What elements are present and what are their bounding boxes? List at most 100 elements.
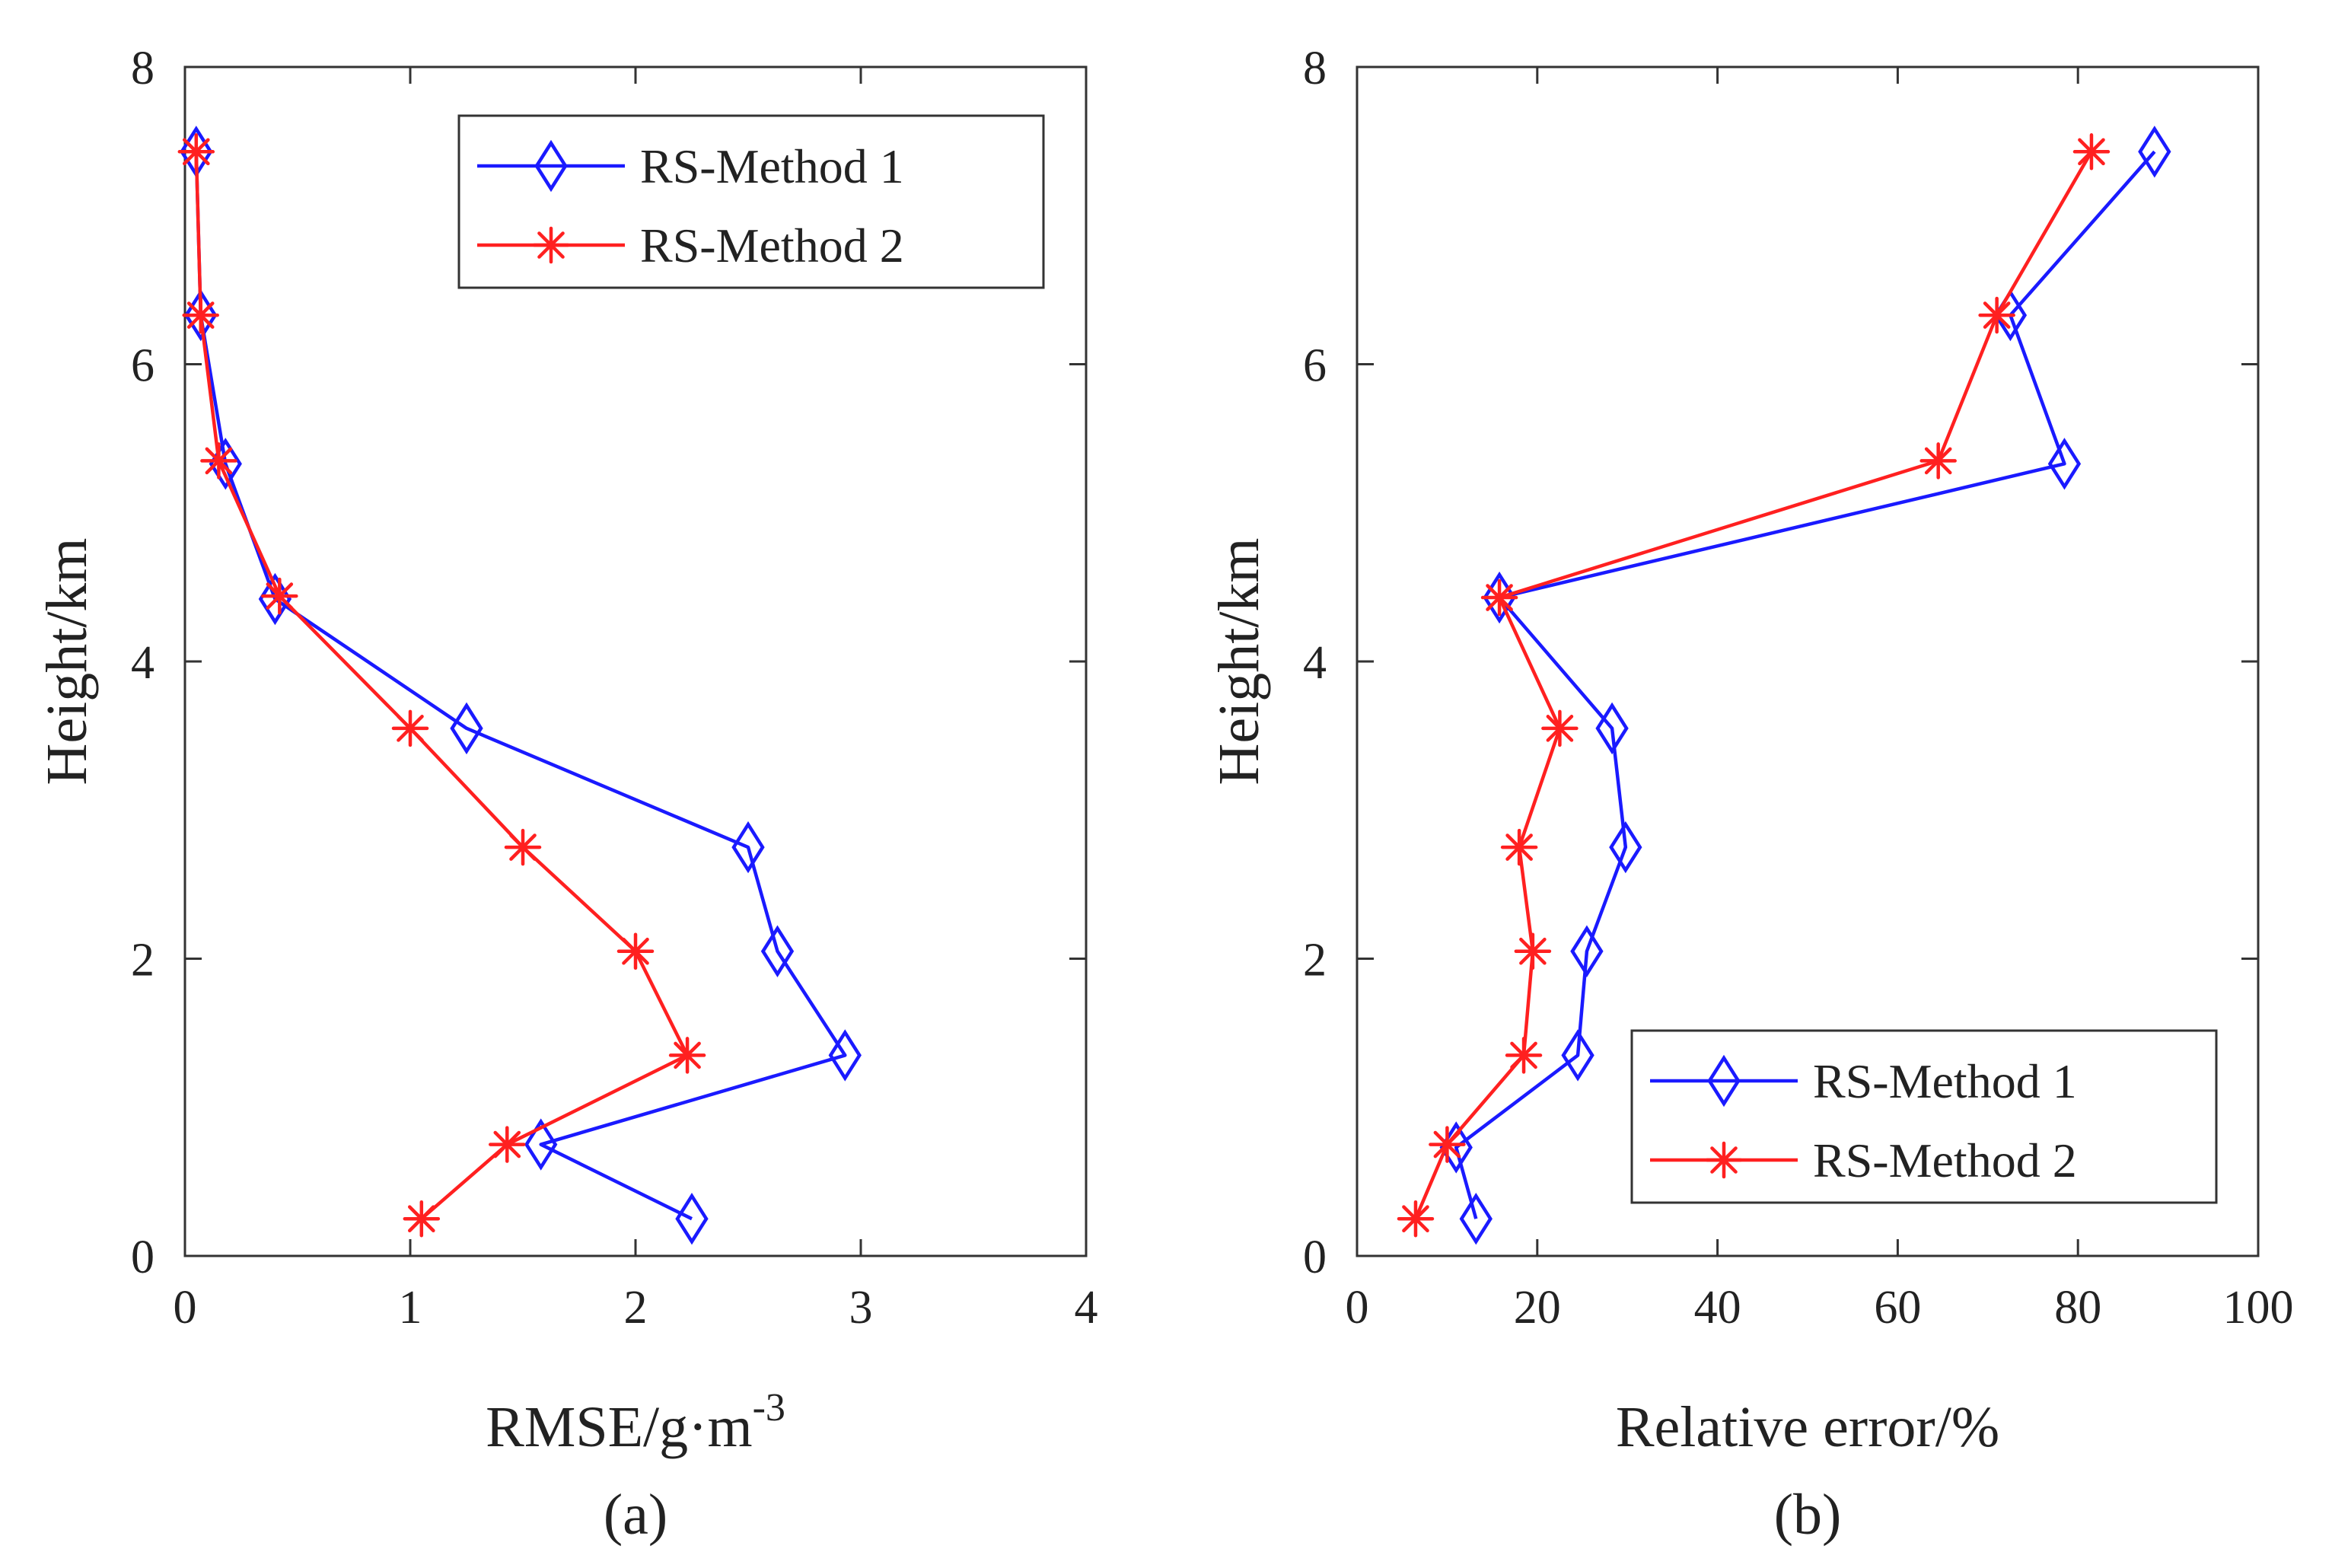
star-arm (1510, 1041, 1537, 1069)
y-tick-label: 2 (1303, 935, 1327, 986)
star-arm (1546, 715, 1574, 742)
data-point-star (668, 1037, 706, 1074)
data-point-star (489, 1126, 526, 1163)
data-point-star (182, 296, 219, 334)
legend-marker-diamond (1707, 1054, 1741, 1107)
x-tick-label: 4 (1075, 1282, 1098, 1334)
panel-label: (a) (604, 1483, 667, 1547)
x-tick-label: 20 (1514, 1282, 1561, 1334)
data-point-star (403, 1200, 441, 1238)
x-axis-label-superscript: -3 (753, 1386, 785, 1429)
star-arm (407, 1205, 435, 1232)
legend-marker-diamond (534, 139, 568, 193)
star-arm (186, 301, 215, 329)
star-arm (1519, 937, 1547, 965)
data-point-star (177, 133, 215, 171)
data-point-diamond (1561, 1029, 1594, 1082)
y-tick-label: 6 (1303, 340, 1327, 392)
star-arm (674, 1041, 701, 1069)
data-point-star (1919, 442, 1957, 480)
series-line (1454, 150, 2156, 1219)
data-point-diamond (524, 1118, 558, 1171)
x-tick-label: 40 (1694, 1282, 1741, 1334)
x-tick-label: 2 (624, 1282, 648, 1334)
series-line (194, 151, 690, 1220)
y-tick-label: 8 (1303, 43, 1327, 94)
star-arm (622, 937, 649, 965)
legend-label: RS-Method 2 (640, 218, 904, 272)
series-method-1 (180, 126, 862, 1245)
star-arm (1710, 1146, 1738, 1174)
star-arm (493, 1130, 521, 1158)
data-point-star (504, 828, 542, 866)
legend-marker-star (1705, 1141, 1743, 1179)
star-arm (182, 138, 210, 166)
series-method-2 (1397, 133, 2111, 1238)
legend-label: RS-Method 1 (1813, 1054, 2077, 1108)
star-arm (2078, 138, 2105, 166)
legend-marker-star (532, 226, 570, 264)
star-arm (1505, 833, 1533, 861)
y-tick-label: 6 (131, 340, 155, 392)
y-axis-label: Height/km (1207, 537, 1271, 785)
data-point-diamond (1459, 1192, 1493, 1245)
data-point-star (616, 932, 655, 970)
x-axis-label: RMSE/g·m-3 (486, 1386, 785, 1459)
x-axis-label-text: RMSE/g·m (486, 1395, 753, 1459)
star-arm (1486, 584, 1513, 611)
data-point-diamond (2047, 438, 2082, 490)
data-point-diamond (1609, 821, 1642, 874)
panel-b-chart: 0 20 40 60 80 100 0 2 4 6 8 Relative error/% Height/… (1207, 43, 2294, 1547)
x-tick-label: 3 (849, 1282, 873, 1334)
panel-label: (b) (1774, 1483, 1842, 1547)
y-tick-label: 4 (1303, 637, 1327, 689)
star-arm (266, 582, 294, 610)
data-point-star (1480, 578, 1518, 617)
panel-a-chart: 0 1 2 3 4 0 2 4 6 8 RMSE/g·m-3 Height/km (a) RS-Metho… (35, 43, 1098, 1547)
star-arm (537, 231, 565, 259)
y-axis-label: Height/km (35, 537, 99, 785)
series-method-2 (177, 133, 706, 1238)
star-arm (1924, 447, 1952, 475)
data-point-diamond (675, 1192, 709, 1245)
y-tick-label: 2 (131, 935, 155, 986)
data-point-star (1500, 828, 1538, 866)
star-arm (397, 715, 424, 742)
data-point-star (1514, 932, 1552, 970)
y-tick-label: 8 (131, 43, 155, 94)
data-point-star (1397, 1200, 1435, 1238)
star-arm (205, 447, 233, 475)
data-point-diamond (1570, 925, 1604, 977)
star-arm (1983, 301, 2011, 329)
x-tick-label: 60 (1874, 1282, 1921, 1334)
x-tick-label: 1 (399, 1282, 422, 1334)
x-tick-label: 0 (1346, 1282, 1369, 1334)
data-point-diamond (828, 1029, 862, 1082)
data-point-star (261, 577, 298, 615)
data-point-diamond (731, 821, 765, 874)
series-line (1413, 151, 2093, 1220)
data-point-diamond (2138, 126, 2171, 178)
legend-box (457, 114, 1045, 289)
legend-box (1630, 1029, 2218, 1204)
y-tick-label: 0 (131, 1232, 155, 1283)
data-point-diamond (450, 702, 483, 755)
star-arm (1433, 1130, 1461, 1158)
series-line (194, 151, 847, 1221)
data-point-star (391, 709, 429, 747)
x-axis-label: Relative error/% (1616, 1395, 1999, 1459)
x-tick-label: 0 (174, 1282, 197, 1334)
y-tick-label: 4 (131, 637, 155, 689)
star-arm (509, 833, 537, 861)
data-point-star (200, 442, 237, 480)
x-tick-label: 80 (2054, 1282, 2101, 1334)
star-arm (1402, 1205, 1429, 1232)
x-tick-label: 100 (2223, 1282, 2294, 1334)
legend: RS-Method 1 RS-Method 2 (457, 114, 1045, 289)
legend: RS-Method 1 RS-Method 2 (1630, 1029, 2218, 1204)
data-point-star (2072, 133, 2111, 171)
data-point-diamond (760, 925, 795, 977)
x-axis-label-text: Relative error/% (1616, 1395, 1999, 1459)
legend-label: RS-Method 2 (1813, 1133, 2077, 1187)
